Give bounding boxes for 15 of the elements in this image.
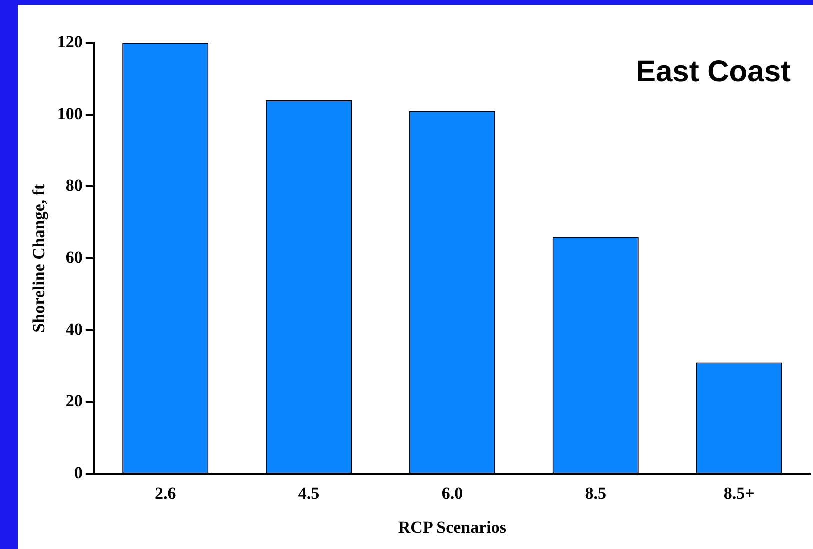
x-tick-label: 6.0 <box>442 484 464 503</box>
y-tick-label: 20 <box>66 392 83 411</box>
y-tick-label: 40 <box>66 320 83 339</box>
x-tick-label: 8.5 <box>585 484 606 503</box>
y-tick-label: 0 <box>74 464 83 483</box>
y-tick-label: 120 <box>57 32 83 52</box>
y-tick-label: 60 <box>66 248 83 267</box>
y-tick-label: 80 <box>66 176 83 196</box>
y-tick-label: 100 <box>57 104 83 124</box>
x-tick-label: 8.5+ <box>724 484 755 503</box>
x-tick-label: 2.6 <box>154 484 176 503</box>
x-axis-title: RCP Scenarios <box>398 518 507 538</box>
y-axis-title: Shoreline Change, ft <box>30 184 49 333</box>
x-tick-label: 4.5 <box>298 484 320 503</box>
chart-title: East Coast <box>636 55 791 88</box>
